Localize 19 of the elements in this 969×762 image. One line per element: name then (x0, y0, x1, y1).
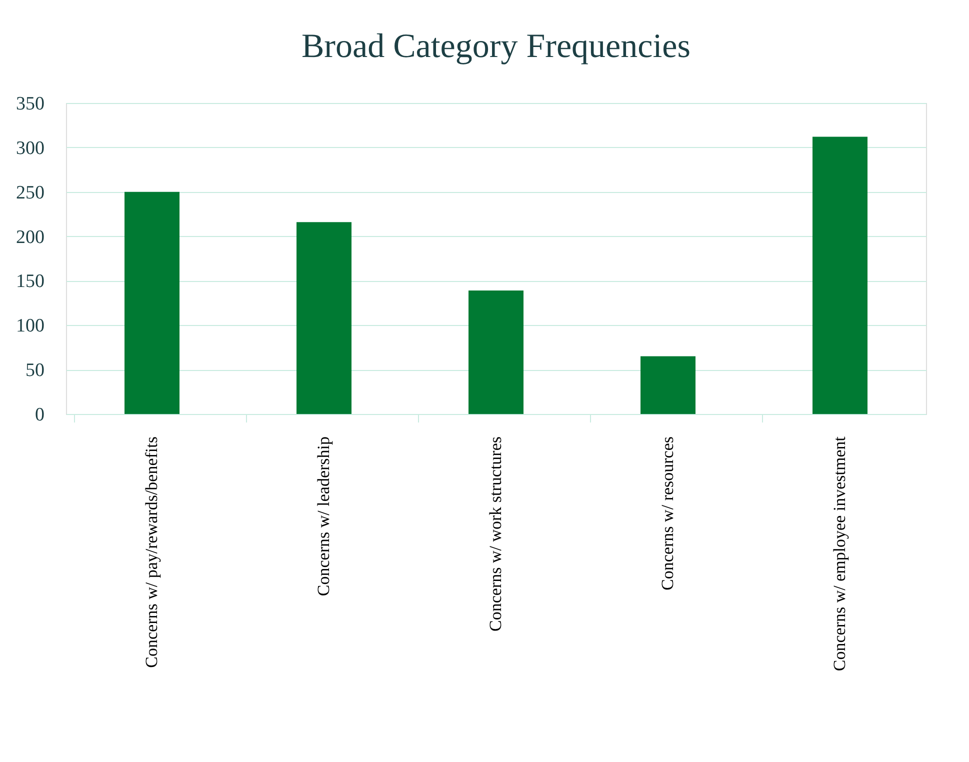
bar (468, 290, 524, 414)
y-tick-label: 250 (16, 182, 44, 204)
y-tick-label: 50 (26, 360, 44, 382)
bar (640, 356, 696, 414)
bar (812, 136, 868, 414)
y-tick-label: 0 (35, 404, 44, 426)
y-tick-label: 300 (16, 138, 44, 159)
bar (124, 192, 180, 414)
y-tick-label: 350 (16, 94, 44, 114)
bar (296, 222, 352, 414)
chart-title: Broad Category Frequencies (302, 28, 690, 65)
x-tick-label: Concerns w/ pay/rewards/benefits (142, 436, 161, 668)
x-tick-label: Concerns w/ employee investment (830, 436, 849, 672)
y-tick-label: 200 (16, 226, 44, 248)
x-tick-label: Concerns w/ resources (658, 436, 677, 590)
x-tick-label: Concerns w/ leadership (314, 436, 333, 596)
x-tick-label: Concerns w/ work structures (486, 436, 505, 632)
y-tick-label: 150 (16, 271, 44, 292)
y-tick-label: 100 (16, 316, 44, 337)
